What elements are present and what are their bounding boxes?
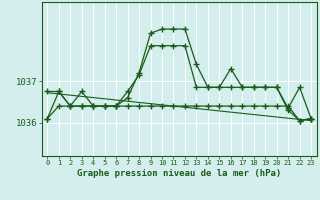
X-axis label: Graphe pression niveau de la mer (hPa): Graphe pression niveau de la mer (hPa) [77,169,281,178]
